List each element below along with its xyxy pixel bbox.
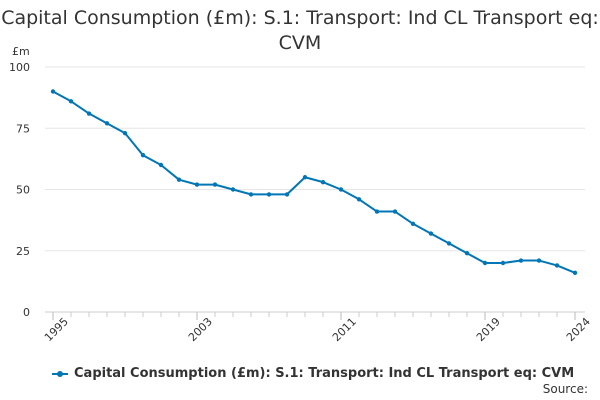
y-tick-label-25: 25 bbox=[16, 245, 30, 258]
series-layer bbox=[50, 89, 578, 275]
data-point-1999 bbox=[122, 130, 128, 136]
y-tick-label-0: 0 bbox=[23, 306, 30, 319]
data-point-2011 bbox=[338, 187, 344, 192]
data-point-1997 bbox=[86, 111, 92, 116]
data-point-2016 bbox=[428, 231, 434, 236]
data-point-2021 bbox=[518, 258, 524, 263]
x-tick-label-2011: 2011 bbox=[330, 315, 359, 344]
axis-layer: 0 25 50 75 100 £m 1995 2003 2011 2019 2024 bbox=[9, 45, 593, 344]
data-point-2012 bbox=[356, 197, 362, 202]
data-point-2019 bbox=[482, 260, 488, 266]
data-point-2020 bbox=[500, 260, 506, 266]
y-axis-unit-label: £m bbox=[12, 45, 30, 58]
chart-title: Capital Consumption (£m): S.1: Transport… bbox=[1, 7, 599, 54]
data-point-2018 bbox=[464, 251, 470, 256]
data-point-2004 bbox=[212, 182, 218, 187]
grid-layer bbox=[45, 66, 585, 313]
data-point-2002 bbox=[176, 177, 182, 182]
data-point-1998 bbox=[104, 121, 110, 126]
y-tick-label-50: 50 bbox=[16, 184, 30, 197]
data-point-2007 bbox=[266, 192, 272, 197]
data-point-2008 bbox=[284, 192, 290, 197]
source-label: Source: bbox=[542, 382, 588, 396]
data-point-2022 bbox=[536, 258, 542, 263]
data-point-1995 bbox=[50, 89, 56, 94]
legend-label: Capital Consumption (£m): S.1: Transport… bbox=[74, 366, 575, 381]
x-tick-label-2024: 2024 bbox=[564, 315, 593, 344]
data-point-2024 bbox=[572, 270, 578, 275]
data-point-2017 bbox=[446, 241, 452, 246]
x-tick-label-2003: 2003 bbox=[186, 315, 215, 344]
data-point-2010 bbox=[320, 179, 326, 185]
data-point-2001 bbox=[158, 162, 164, 168]
x-tick-label-2019: 2019 bbox=[474, 315, 503, 344]
data-point-2013 bbox=[374, 209, 380, 214]
legend[interactable]: Capital Consumption (£m): S.1: Transport… bbox=[52, 366, 574, 381]
x-tick-label-1995: 1995 bbox=[42, 315, 71, 344]
series-line bbox=[52, 90, 576, 274]
data-point-2015 bbox=[410, 221, 416, 226]
y-tick-label-75: 75 bbox=[16, 122, 30, 135]
y-tick-label-100: 100 bbox=[9, 61, 30, 74]
data-point-2009 bbox=[302, 175, 308, 180]
data-point-2014 bbox=[392, 209, 398, 214]
data-point-2000 bbox=[140, 153, 146, 158]
legend-swatch bbox=[52, 370, 68, 377]
data-point-2006 bbox=[248, 192, 254, 197]
data-point-1996 bbox=[68, 99, 74, 104]
data-point-2003 bbox=[194, 182, 200, 187]
data-point-2005 bbox=[230, 187, 236, 192]
data-point-2023 bbox=[554, 263, 560, 268]
